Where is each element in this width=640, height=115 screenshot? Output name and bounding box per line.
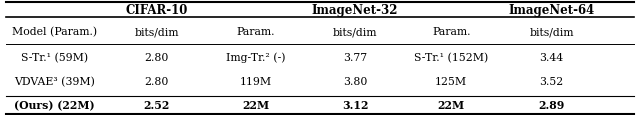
- Text: 2.52: 2.52: [143, 99, 170, 110]
- Text: Param.: Param.: [237, 27, 275, 37]
- Text: Img-Tr.² (-): Img-Tr.² (-): [227, 52, 285, 63]
- Text: ImageNet-32: ImageNet-32: [312, 4, 399, 17]
- Text: 125M: 125M: [435, 76, 467, 86]
- Text: 2.80: 2.80: [145, 76, 169, 86]
- Text: (Ours) (22M): (Ours) (22M): [14, 99, 95, 110]
- Text: VDVAE³ (39M): VDVAE³ (39M): [14, 76, 95, 86]
- Text: 3.44: 3.44: [540, 53, 564, 62]
- Text: S-Tr.¹ (152M): S-Tr.¹ (152M): [414, 52, 488, 63]
- Text: bits/dim: bits/dim: [333, 27, 378, 37]
- Text: 119M: 119M: [240, 76, 272, 86]
- Text: 3.12: 3.12: [342, 99, 369, 110]
- Text: S-Tr.¹ (59M): S-Tr.¹ (59M): [21, 52, 88, 63]
- Text: bits/dim: bits/dim: [134, 27, 179, 37]
- Text: 2.89: 2.89: [538, 99, 565, 110]
- Text: 22M: 22M: [438, 99, 465, 110]
- Text: Model (Param.): Model (Param.): [12, 27, 97, 37]
- Text: 3.77: 3.77: [343, 53, 367, 62]
- Text: 3.80: 3.80: [343, 76, 367, 86]
- Text: ImageNet-64: ImageNet-64: [509, 4, 595, 17]
- Text: 2.80: 2.80: [145, 53, 169, 62]
- Text: 3.52: 3.52: [540, 76, 564, 86]
- Text: CIFAR-10: CIFAR-10: [125, 4, 188, 17]
- Text: 22M: 22M: [243, 99, 269, 110]
- Text: bits/dim: bits/dim: [529, 27, 574, 37]
- Text: Param.: Param.: [432, 27, 470, 37]
